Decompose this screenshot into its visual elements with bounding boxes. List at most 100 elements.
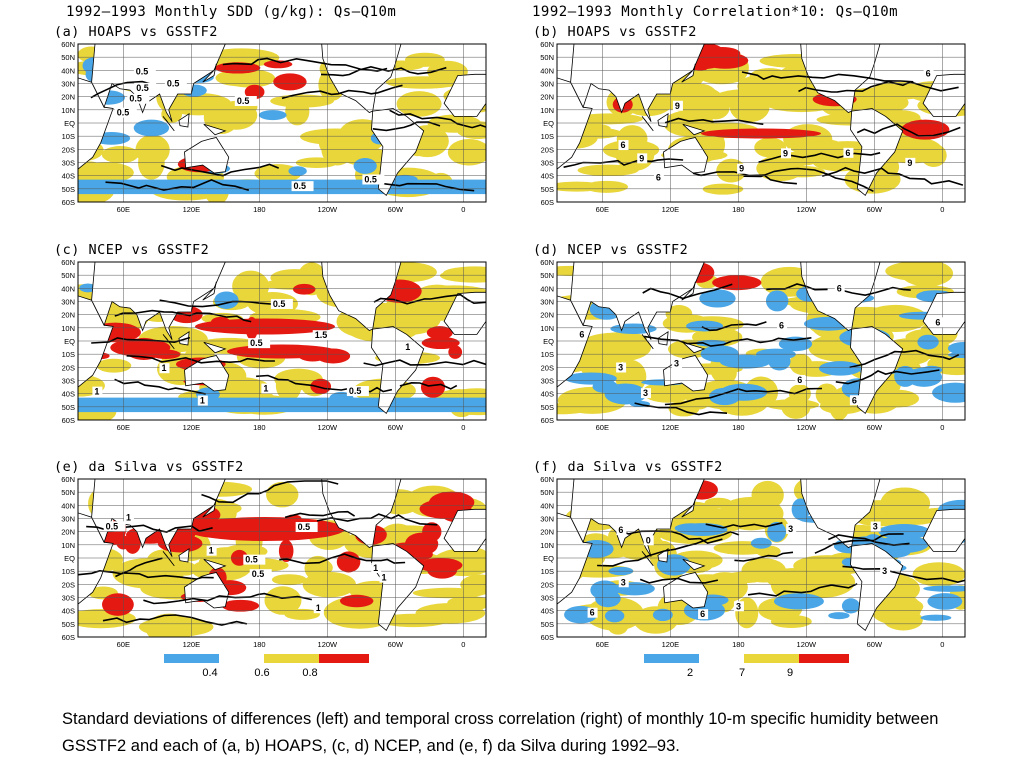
- latitude-label: 30S: [541, 377, 554, 386]
- latitude-label: 60N: [61, 258, 75, 267]
- contour-label: 3: [873, 522, 878, 532]
- latitude-label: 50S: [541, 403, 554, 412]
- contour-label: 0.5: [298, 522, 311, 532]
- contour-line: [114, 378, 206, 395]
- latitude-label: 50N: [61, 488, 75, 497]
- shading-blue: [841, 598, 860, 614]
- contour-label: 0: [646, 535, 651, 545]
- shading-yellow: [396, 91, 442, 117]
- longitude-label: 60W: [867, 640, 883, 649]
- latitude-labels: 60N 50N 40N 30N 20N 10N EQ 10S 20S 30S 40S 50S 60S: [61, 475, 75, 642]
- contour-line: [389, 109, 486, 129]
- colorbar-swatch: [799, 654, 849, 663]
- latitude-label: 50S: [62, 185, 75, 194]
- contour-label: 1: [126, 512, 131, 522]
- latitude-label: 60N: [540, 475, 554, 484]
- latitude-label: 50N: [61, 53, 75, 62]
- latitude-label: 40N: [540, 66, 554, 75]
- latitude-label: 60N: [540, 258, 554, 267]
- contour-line: [279, 553, 406, 565]
- longitude-label: 60E: [596, 205, 609, 214]
- latitude-label: 10S: [541, 350, 554, 359]
- latitude-label: 40S: [62, 607, 75, 616]
- colorbar-swatch: [319, 654, 369, 663]
- graticule: [78, 43, 486, 203]
- longitude-label: 60W: [388, 423, 404, 432]
- shading-yellow: [557, 403, 591, 415]
- shading-yellow: [879, 512, 937, 526]
- longitude-label: 0: [461, 205, 465, 214]
- latitude-label: 30S: [62, 594, 75, 603]
- contour-line: [741, 71, 914, 83]
- contour-label: 0.5: [129, 94, 142, 104]
- longitude-label: 120W: [318, 640, 339, 649]
- latitude-label: 20S: [541, 363, 554, 372]
- contour-label: 9: [783, 148, 788, 158]
- colorbar-swatch: [644, 654, 699, 663]
- contour-line: [701, 321, 767, 332]
- shading-blue-band: [78, 179, 486, 195]
- contour-line: [320, 65, 447, 77]
- latitude-label: EQ: [543, 554, 554, 563]
- contour-label: 0.5: [349, 386, 362, 396]
- contour-label: 0.5: [294, 181, 307, 191]
- colorbar-swatch: [164, 654, 219, 663]
- latitude-label: 40S: [62, 390, 75, 399]
- contour-label: 3: [736, 601, 741, 611]
- longitude-label: 60W: [388, 205, 404, 214]
- latitude-label: EQ: [64, 119, 75, 128]
- shading-yellow: [881, 487, 922, 518]
- longitude-label: 180: [732, 205, 745, 214]
- longitude-label: 60W: [867, 423, 883, 432]
- longitude-label: 120E: [183, 423, 201, 432]
- contour-label: 1: [373, 563, 378, 573]
- shading-yellow: [701, 96, 730, 120]
- shading-blue: [917, 334, 939, 350]
- latitude-label: 60S: [541, 198, 554, 207]
- shading-yellow: [101, 146, 139, 164]
- contour-line: [664, 117, 764, 125]
- latitude-label: 60S: [541, 633, 554, 642]
- shading-yellow: [385, 76, 461, 89]
- panel-title-b: (b) HOAPS vs GSSTF2: [533, 24, 697, 40]
- contour-label: 6: [779, 321, 784, 331]
- shading-red: [273, 73, 307, 91]
- colorbar-label: 0.8: [302, 667, 317, 679]
- shading-yellow: [443, 266, 486, 280]
- latitude-labels: 60N 50N 40N 30N 20N 10N EQ 10S 20S 30S 40S 50S 60S: [61, 258, 75, 425]
- shading-blue: [353, 158, 377, 174]
- longitude-label: 180: [253, 423, 266, 432]
- shading-blue: [699, 289, 736, 308]
- longitude-labels: 60E 120E 180 120W 60W 0: [596, 205, 945, 214]
- longitude-labels: 60E 120E 180 120W 60W 0: [117, 423, 466, 432]
- contour-label: 3: [788, 524, 793, 534]
- shading-yellow: [576, 113, 643, 125]
- shading-yellow: [702, 183, 744, 195]
- contour-line: [373, 293, 486, 305]
- shading-yellow: [584, 180, 629, 193]
- shading-red: [448, 345, 463, 359]
- shading-red: [310, 378, 332, 395]
- right-column-header: 1992—1993 Monthly Correlation*10: Qs—Q10…: [532, 4, 899, 20]
- shading-red: [420, 376, 446, 398]
- contour-line: [664, 387, 823, 406]
- shading-yellow: [272, 269, 334, 283]
- latitude-label: EQ: [543, 119, 554, 128]
- left-column-header: 1992—1993 Monthly SDD (g/kg): Qs—Q10m: [66, 4, 397, 20]
- shading-blue: [719, 383, 768, 401]
- latitude-label: 50S: [62, 620, 75, 629]
- latitude-label: 30S: [62, 159, 75, 168]
- longitude-label: 0: [940, 423, 944, 432]
- latitude-label: 20S: [541, 580, 554, 589]
- contour-label: 9: [739, 164, 744, 174]
- contour-line: [372, 121, 441, 132]
- longitude-label: 0: [940, 640, 944, 649]
- shading-red: [418, 558, 463, 573]
- contour-label: 6: [620, 140, 625, 150]
- contour-label: 9: [639, 153, 644, 163]
- contour-label: 0.5: [237, 96, 250, 106]
- shading-blue: [932, 382, 965, 403]
- colorbar-correlation: 2 7 9: [640, 654, 860, 684]
- shading-blue: [79, 283, 97, 293]
- shading-red: [278, 539, 294, 563]
